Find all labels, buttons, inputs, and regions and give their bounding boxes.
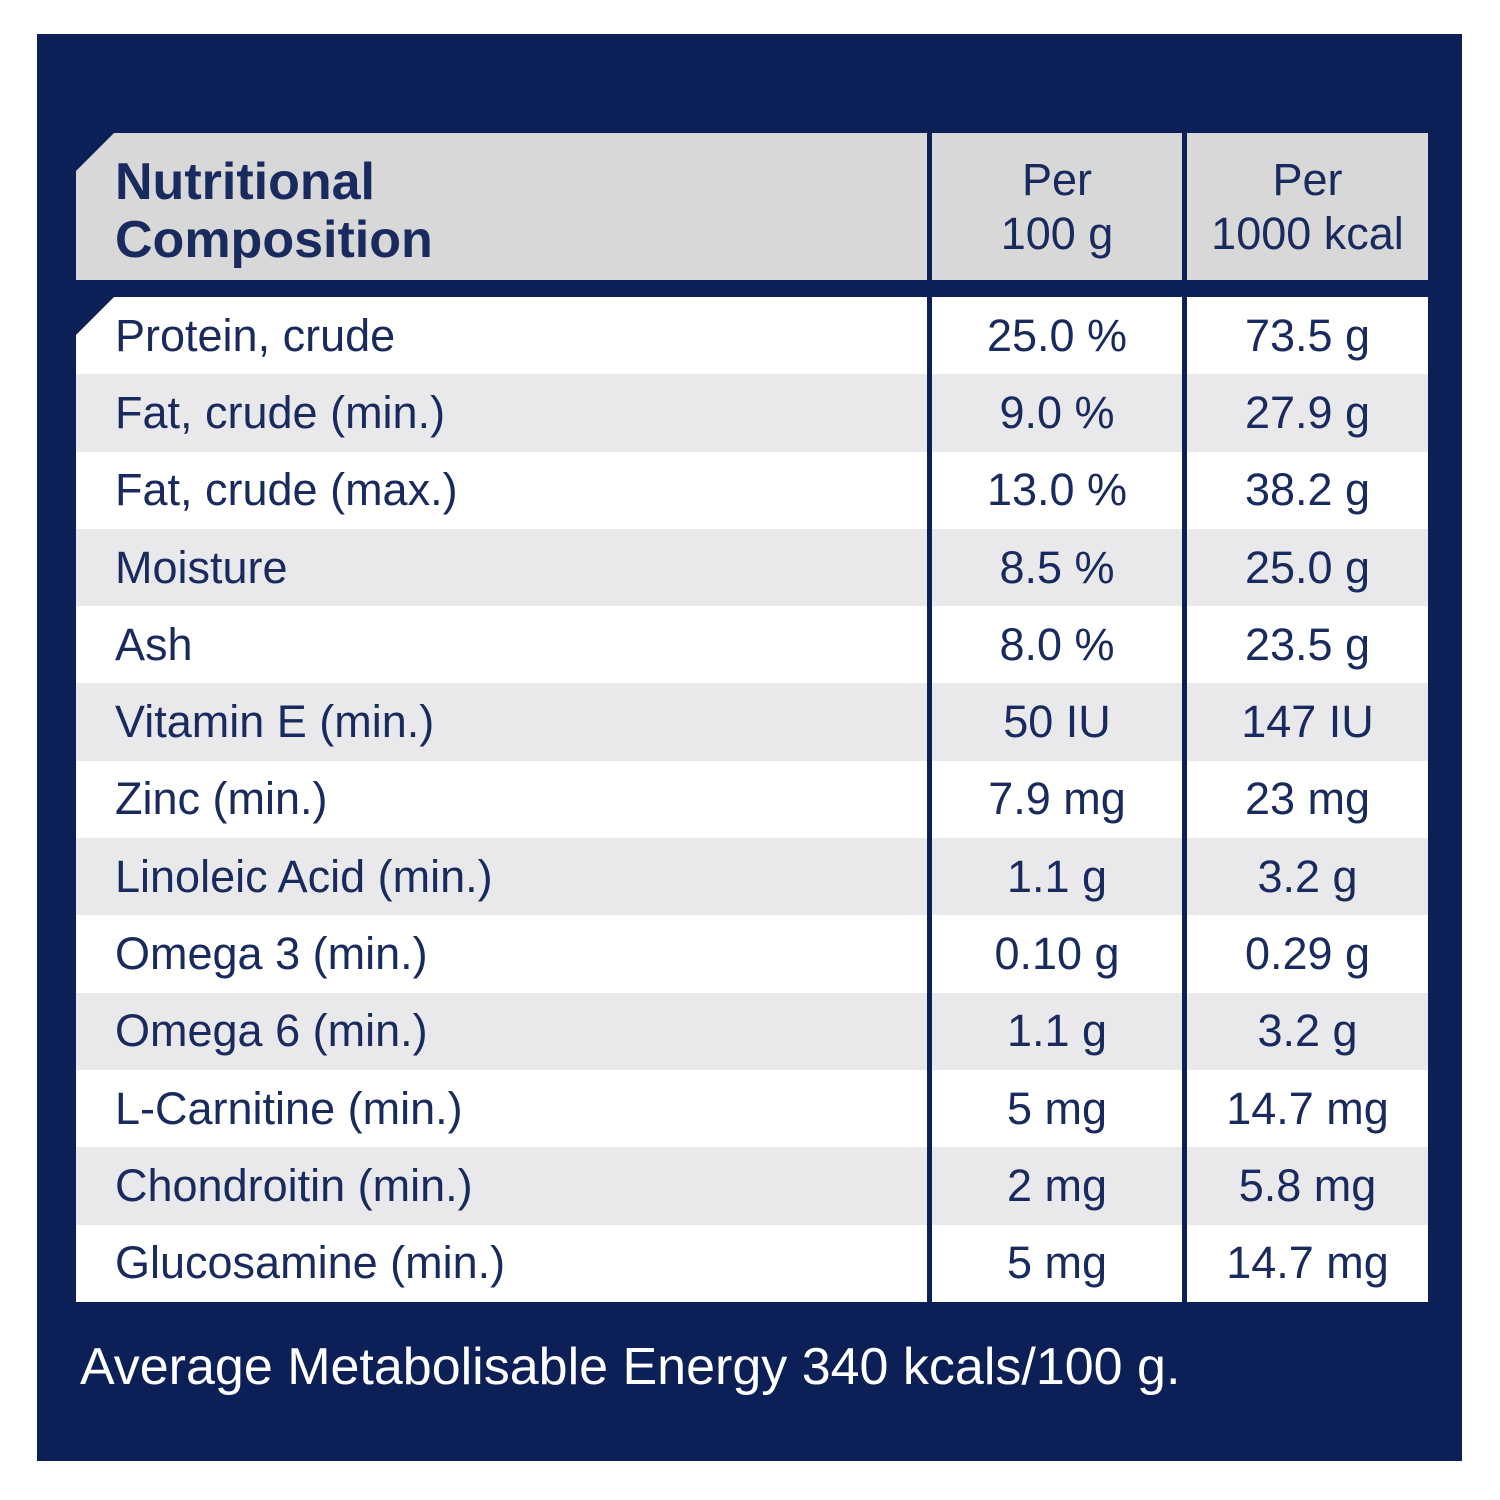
column-header-per-1000kcal: Per 1000 kcal: [1187, 133, 1428, 280]
row-value-per-1000kcal: 23 mg: [1187, 760, 1428, 839]
row-value-per-100g: 5 mg: [932, 1069, 1182, 1148]
table-row: Fat, crude (max.) 13.0 % 38.2 g: [76, 451, 1428, 529]
row-value-per-100g: 1.1 g: [932, 992, 1182, 1070]
table-row: Vitamin E (min.) 50 IU 147 IU: [76, 683, 1428, 761]
nutrition-label-panel: Nutritional Composition Per 100 g Per 10…: [37, 34, 1462, 1461]
table-row: L-Carnitine (min.) 5 mg 14.7 mg: [76, 1069, 1428, 1148]
table-row: Moisture 8.5 % 25.0 g: [76, 528, 1428, 607]
row-value-per-1000kcal: 147 IU: [1187, 683, 1428, 761]
row-label: Fat, crude (min.): [76, 374, 927, 452]
row-value-per-100g: 7.9 mg: [932, 760, 1182, 839]
row-value-per-100g: 9.0 %: [932, 374, 1182, 452]
row-value-per-1000kcal: 0.29 g: [1187, 915, 1428, 993]
row-value-per-1000kcal: 27.9 g: [1187, 374, 1428, 452]
row-value-per-100g: 2 mg: [932, 1147, 1182, 1225]
column-header-per-100g: Per 100 g: [932, 133, 1182, 280]
table-row: Chondroitin (min.) 2 mg 5.8 mg: [76, 1147, 1428, 1225]
table-row: Glucosamine (min.) 5 mg 14.7 mg: [76, 1224, 1428, 1302]
row-label: Glucosamine (min.): [76, 1224, 927, 1302]
row-label: Chondroitin (min.): [76, 1147, 927, 1225]
row-label: Protein, crude: [76, 297, 927, 375]
row-value-per-100g: 1.1 g: [932, 838, 1182, 916]
row-label: Moisture: [76, 528, 927, 607]
row-label: Ash: [76, 606, 927, 684]
row-value-per-100g: 8.5 %: [932, 528, 1182, 607]
row-value-per-1000kcal: 14.7 mg: [1187, 1224, 1428, 1302]
row-value-per-1000kcal: 38.2 g: [1187, 451, 1428, 529]
table-header-row: Nutritional Composition Per 100 g Per 10…: [76, 133, 1428, 280]
row-value-per-1000kcal: 23.5 g: [1187, 606, 1428, 684]
row-value-per-1000kcal: 5.8 mg: [1187, 1147, 1428, 1225]
row-value-per-100g: 13.0 %: [932, 451, 1182, 529]
table-row: Omega 6 (min.) 1.1 g 3.2 g: [76, 992, 1428, 1070]
row-value-per-100g: 8.0 %: [932, 606, 1182, 684]
table-row: Fat, crude (min.) 9.0 % 27.9 g: [76, 374, 1428, 452]
row-label: Omega 3 (min.): [76, 915, 927, 993]
row-value-per-100g: 50 IU: [932, 683, 1182, 761]
row-value-per-100g: 0.10 g: [932, 915, 1182, 993]
table-row: Ash 8.0 % 23.5 g: [76, 606, 1428, 684]
row-label: Zinc (min.): [76, 760, 927, 839]
row-value-per-100g: 5 mg: [932, 1224, 1182, 1302]
row-label: Linoleic Acid (min.): [76, 838, 927, 916]
table-body: Protein, crude 25.0 % 73.5 g Fat, crude …: [76, 297, 1428, 1302]
nutrition-table: Nutritional Composition Per 100 g Per 10…: [76, 133, 1428, 1302]
row-label: Omega 6 (min.): [76, 992, 927, 1070]
energy-footer-text: Average Metabolisable Energy 340 kcals/1…: [80, 1337, 1181, 1396]
table-title: Nutritional Composition: [76, 133, 927, 280]
row-label: Vitamin E (min.): [76, 683, 927, 761]
table-row: Protein, crude 25.0 % 73.5 g: [76, 297, 1428, 375]
energy-footer: Average Metabolisable Energy 340 kcals/1…: [76, 1302, 1428, 1461]
row-label: Fat, crude (max.): [76, 451, 927, 529]
row-label: L-Carnitine (min.): [76, 1069, 927, 1148]
row-value-per-1000kcal: 73.5 g: [1187, 297, 1428, 375]
table-row: Linoleic Acid (min.) 1.1 g 3.2 g: [76, 838, 1428, 916]
row-value-per-1000kcal: 3.2 g: [1187, 992, 1428, 1070]
table-row: Zinc (min.) 7.9 mg 23 mg: [76, 760, 1428, 839]
table-row: Omega 3 (min.) 0.10 g 0.29 g: [76, 915, 1428, 993]
row-value-per-100g: 25.0 %: [932, 297, 1182, 375]
row-value-per-1000kcal: 25.0 g: [1187, 528, 1428, 607]
row-value-per-1000kcal: 14.7 mg: [1187, 1069, 1428, 1148]
row-value-per-1000kcal: 3.2 g: [1187, 838, 1428, 916]
